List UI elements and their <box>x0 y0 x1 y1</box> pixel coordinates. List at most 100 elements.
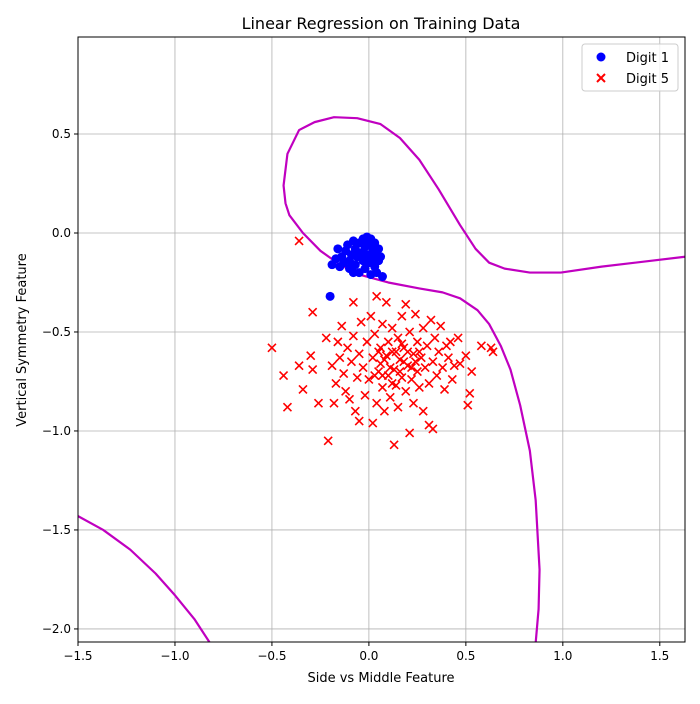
point-digit-5 <box>313 398 324 408</box>
point-digit-5 <box>366 311 376 321</box>
point-digit-5 <box>294 361 304 371</box>
grid <box>77 37 685 642</box>
point-digit-5 <box>329 398 339 408</box>
point-digit-5 <box>348 331 358 341</box>
point-digit-5 <box>393 333 403 343</box>
point-digit-5 <box>401 299 411 309</box>
point-digit-5 <box>488 347 498 357</box>
point-digit-5 <box>354 416 364 426</box>
point-digit-5 <box>408 398 419 408</box>
point-digit-5 <box>282 402 293 412</box>
point-digit-5 <box>298 384 308 394</box>
point-digit-5 <box>308 365 318 375</box>
point-digit-5 <box>465 388 475 398</box>
point-digit-1 <box>377 272 387 282</box>
point-digit-5 <box>438 363 448 373</box>
decision-boundary-branch <box>78 515 211 642</box>
point-digit-5 <box>461 351 471 361</box>
point-digit-5 <box>449 361 459 371</box>
point-digit-5 <box>346 357 357 367</box>
chart-title: Linear Regression on Training Data <box>242 14 521 33</box>
point-digit-5 <box>381 351 391 361</box>
point-digit-5 <box>354 349 364 359</box>
point-digit-5 <box>424 378 434 389</box>
point-digit-5 <box>414 347 424 357</box>
point-digit-5 <box>412 367 422 377</box>
point-digit-5 <box>426 315 436 325</box>
point-digit-5 <box>379 406 389 416</box>
point-digit-5 <box>342 343 353 353</box>
legend-label-digit-1: Digit 1 <box>626 51 669 66</box>
point-digit-5 <box>387 323 397 333</box>
point-digit-5 <box>399 357 409 367</box>
point-digit-5 <box>267 343 277 353</box>
point-digit-5 <box>278 370 289 381</box>
point-digit-5 <box>339 368 349 379</box>
point-digit-5 <box>393 402 403 412</box>
point-digit-5 <box>372 398 382 408</box>
point-digit-1 <box>376 252 386 262</box>
point-digit-5 <box>331 378 341 389</box>
y-tick-label: −1.0 <box>42 424 71 438</box>
point-digit-5 <box>418 323 428 333</box>
x-tick-label: 0.5 <box>456 649 475 663</box>
point-digit-5 <box>391 347 401 357</box>
x-axis-label: Side vs Middle Feature <box>307 671 454 686</box>
point-digit-5 <box>377 370 388 381</box>
point-digit-5 <box>294 236 304 246</box>
point-digit-5 <box>443 353 453 363</box>
point-digit-5 <box>406 374 417 385</box>
point-digit-5 <box>370 370 380 381</box>
point-digit-5 <box>420 363 430 373</box>
point-digit-5 <box>387 347 397 357</box>
x-tick-label: −0.5 <box>257 649 286 663</box>
y-axis-label: Vertical Symmetry Feature <box>15 253 30 426</box>
point-digit-5 <box>434 347 444 357</box>
point-digit-5 <box>408 349 419 359</box>
point-digit-5 <box>445 337 455 347</box>
x-tick-label: 1.0 <box>553 649 572 663</box>
point-digit-5 <box>350 406 360 416</box>
legend-label-digit-5: Digit 5 <box>626 72 669 87</box>
plot-frame <box>77 36 686 643</box>
y-tick-label: 0.0 <box>52 226 71 240</box>
point-digit-5 <box>381 297 391 307</box>
y-tick-label: 0.5 <box>52 127 71 141</box>
point-digit-1 <box>374 244 384 254</box>
point-digit-5 <box>447 374 457 385</box>
point-digit-5 <box>352 372 362 383</box>
point-digit-5 <box>403 347 413 357</box>
point-digit-5 <box>410 309 421 319</box>
x-tick-label: 0.0 <box>359 649 378 663</box>
point-digit-1 <box>325 291 335 301</box>
legend-box <box>581 43 679 92</box>
point-digit-1 <box>333 244 343 254</box>
point-digit-5 <box>341 386 351 396</box>
point-digit-5 <box>368 418 378 428</box>
point-digit-5 <box>432 370 442 381</box>
point-digit-5 <box>463 400 473 410</box>
decision-boundary-branch <box>282 116 685 642</box>
x-tick-label: −1.0 <box>160 649 189 663</box>
point-digit-5 <box>397 311 407 321</box>
point-digit-5 <box>406 363 417 373</box>
point-digit-5 <box>374 347 384 357</box>
point-digit-5 <box>405 327 415 337</box>
point-digit-5 <box>375 359 386 369</box>
point-digit-5 <box>414 382 424 392</box>
scatter-points <box>267 232 498 450</box>
point-digit-5 <box>397 372 407 383</box>
point-digit-5 <box>333 337 343 347</box>
point-digit-5 <box>344 394 355 404</box>
point-digit-5 <box>348 297 358 307</box>
legend-marker-digit-5 <box>596 73 606 83</box>
point-digit-5 <box>467 367 477 377</box>
point-digit-5 <box>418 406 428 416</box>
point-digit-5 <box>323 436 333 446</box>
point-digit-5 <box>453 333 463 343</box>
point-digit-5 <box>410 357 421 367</box>
point-digit-5 <box>362 337 372 347</box>
decision-boundary <box>78 116 685 642</box>
